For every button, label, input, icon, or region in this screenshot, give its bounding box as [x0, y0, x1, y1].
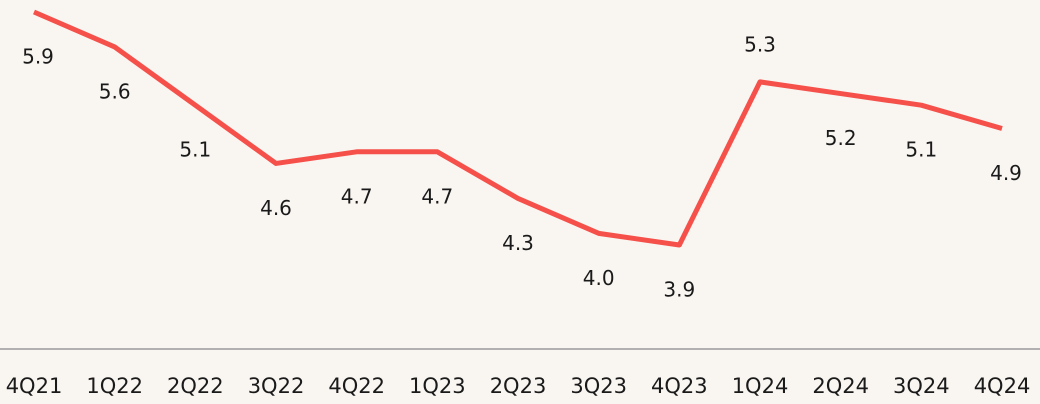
- x-tick-label: 3Q22: [248, 374, 305, 398]
- data-label: 3.9: [663, 278, 695, 302]
- data-label: 5.1: [905, 138, 937, 162]
- x-tick-label: 2Q22: [167, 374, 224, 398]
- x-tick-label: 4Q23: [651, 374, 708, 398]
- data-label: 4.3: [502, 231, 534, 255]
- x-tick-label: 1Q24: [732, 374, 789, 398]
- data-label: 4.7: [421, 184, 453, 208]
- x-tick-label: 3Q23: [570, 374, 627, 398]
- data-label: 5.3: [744, 32, 776, 56]
- data-label: 5.9: [22, 45, 54, 69]
- data-label: 4.9: [990, 161, 1022, 185]
- data-label: 5.2: [825, 126, 857, 150]
- line: [33, 9, 1003, 248]
- x-tick-label: 3Q24: [893, 374, 950, 398]
- x-tick-label: 4Q21: [6, 374, 63, 398]
- data-label: 4.6: [260, 196, 292, 220]
- x-tick-label: 2Q24: [812, 374, 869, 398]
- data-label: 4.0: [583, 266, 615, 290]
- x-tick-label: 2Q23: [490, 374, 547, 398]
- data-label: 5.6: [99, 79, 131, 103]
- x-tick-label: 1Q23: [409, 374, 466, 398]
- data-label: 5.1: [179, 138, 211, 162]
- x-tick-label: 4Q24: [974, 374, 1031, 398]
- x-tick-label: 1Q22: [86, 374, 143, 398]
- data-label: 4.7: [341, 184, 373, 208]
- x-tick-label: 4Q22: [328, 374, 385, 398]
